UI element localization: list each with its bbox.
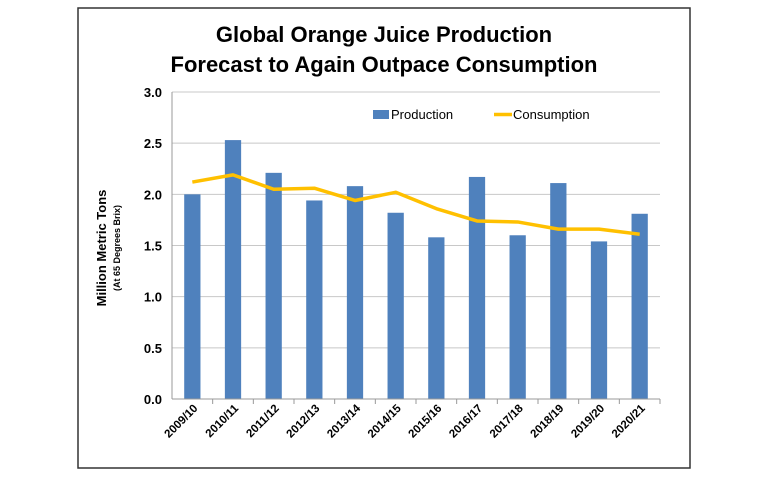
y-tick-label: 3.0 — [144, 85, 162, 100]
bar-production — [550, 183, 567, 399]
y-tick-label: 2.0 — [144, 187, 162, 202]
bar-production — [509, 235, 526, 399]
y-axis-sublabel: (At 65 Degrees Brix) — [112, 205, 122, 291]
y-tick-label: 0.0 — [144, 392, 162, 407]
bar-production — [590, 241, 608, 399]
y-tick-label: 1.5 — [144, 239, 162, 254]
chart-subtitle: Forecast to Again Outpace Consumption — [171, 52, 598, 77]
bar-production — [631, 213, 648, 399]
bar-production — [346, 186, 364, 399]
legend-label-consumption: Consumption — [513, 107, 590, 122]
legend-swatch-production — [373, 110, 389, 119]
bar-production — [428, 237, 445, 399]
line-consumption — [192, 173, 640, 236]
y-tick-label: 1.0 — [144, 290, 162, 305]
bar-production — [224, 140, 242, 399]
bar-production — [306, 200, 323, 399]
bar-production — [387, 212, 404, 399]
y-axis-label: Million Metric Tons — [94, 190, 109, 307]
chart-title: Global Orange Juice Production — [216, 22, 552, 47]
y-tick-label: 0.5 — [144, 341, 162, 356]
y-tick-label: 2.5 — [144, 136, 162, 151]
legend-label-production: Production — [391, 107, 453, 122]
chart-frame — [77, 7, 691, 469]
bar-production — [184, 194, 201, 399]
bar-production — [265, 172, 282, 399]
bar-production — [468, 176, 486, 399]
